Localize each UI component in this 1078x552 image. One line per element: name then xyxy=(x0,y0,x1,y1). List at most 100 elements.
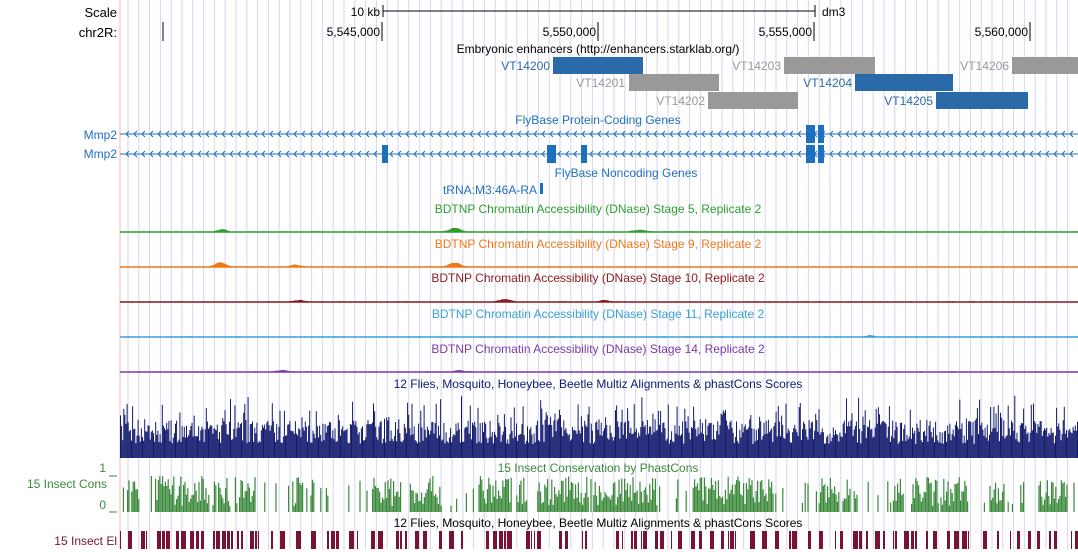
gene-label-mmp2-a[interactable]: Mmp2 xyxy=(84,128,118,142)
dnase-stage11-title: BDTNP Chromatin Accessibility (DNase) St… xyxy=(432,307,765,321)
strand-arrow-icon xyxy=(165,130,170,138)
strand-arrow-icon xyxy=(1069,150,1074,158)
gene-exon[interactable] xyxy=(818,125,824,143)
strand-arrow-icon xyxy=(661,130,666,138)
enhancer-label-vt14200[interactable]: VT14200 xyxy=(501,59,550,73)
conserved-elements-side-label[interactable]: 15 Insect El xyxy=(54,534,117,548)
dnase-stage9-signal xyxy=(120,262,1078,267)
strand-arrow-icon xyxy=(941,150,946,158)
strand-arrow-icon xyxy=(949,130,954,138)
strand-arrow-icon xyxy=(525,130,530,138)
strand-arrow-icon xyxy=(653,130,658,138)
trna-gene-feature[interactable] xyxy=(540,183,543,194)
strand-arrow-icon xyxy=(205,130,210,138)
enhancer-feature-vt14202[interactable] xyxy=(708,92,798,109)
strand-arrow-icon xyxy=(293,150,298,158)
strand-arrow-icon xyxy=(1037,150,1042,158)
enhancers-track[interactable]: Embryonic enhancers (http://enhancers.st… xyxy=(457,42,1078,109)
strand-arrow-icon xyxy=(701,130,706,138)
strand-arrow-icon xyxy=(605,130,610,138)
dnase-stage14-signal xyxy=(120,369,1078,372)
enhancer-label-vt14205[interactable]: VT14205 xyxy=(884,94,933,108)
strand-arrow-icon xyxy=(389,150,394,158)
dnase-stage10-track[interactable]: BDTNP Chromatin Accessibility (DNase) St… xyxy=(120,271,1078,303)
gene-exon[interactable] xyxy=(818,145,824,163)
dnase-stage14-title: BDTNP Chromatin Accessibility (DNase) St… xyxy=(431,342,765,356)
strand-arrow-icon xyxy=(853,150,858,158)
ruler-position: 5,555,000 xyxy=(759,25,813,39)
strand-arrow-icon xyxy=(725,130,730,138)
phastcons-track[interactable]: 15 Insect Conservation by PhastCons 15 I… xyxy=(27,461,1075,513)
phastcons-side-label[interactable]: 15 Insect Cons xyxy=(27,477,107,491)
strand-arrow-icon xyxy=(1021,150,1026,158)
strand-arrow-icon xyxy=(765,150,770,158)
strand-arrow-icon xyxy=(349,130,354,138)
enhancer-feature-vt14206[interactable] xyxy=(1012,57,1078,74)
strand-arrow-icon xyxy=(845,130,850,138)
strand-arrow-icon xyxy=(397,150,402,158)
noncoding-genes-track[interactable]: FlyBase Noncoding Genes tRNA:M3:46A-RA xyxy=(443,166,697,197)
ruler-position: 5,550,000 xyxy=(543,25,597,39)
protein-coding-genes-track[interactable]: FlyBase Protein-Coding Genes Mmp2 Mmp2 xyxy=(84,113,1078,163)
gene-exon[interactable] xyxy=(806,125,815,143)
enhancer-label-vt14203[interactable]: VT14203 xyxy=(732,59,781,73)
dnase-stage11-track[interactable]: BDTNP Chromatin Accessibility (DNase) St… xyxy=(120,307,1078,338)
strand-arrow-icon xyxy=(365,150,370,158)
strand-arrow-icon xyxy=(693,130,698,138)
dnase-stage10-signal xyxy=(120,298,1078,302)
strand-arrow-icon xyxy=(885,150,890,158)
strand-arrow-icon xyxy=(917,130,922,138)
noncoding-genes-track-title: FlyBase Noncoding Genes xyxy=(555,166,698,180)
strand-arrow-icon xyxy=(437,130,442,138)
dnase-stage14-track[interactable]: BDTNP Chromatin Accessibility (DNase) St… xyxy=(120,342,1078,373)
multiz-track[interactable]: 12 Flies, Mosquito, Honeybee, Beetle Mul… xyxy=(120,377,1078,458)
conserved-elements-track[interactable]: 12 Flies, Mosquito, Honeybee, Beetle Mul… xyxy=(54,516,1078,549)
strand-arrow-icon xyxy=(253,130,258,138)
gene-exon[interactable] xyxy=(806,145,815,163)
strand-arrow-icon xyxy=(445,130,450,138)
gene-label-mmp2-b[interactable]: Mmp2 xyxy=(84,147,118,161)
strand-arrow-icon xyxy=(573,150,578,158)
strand-arrow-icon xyxy=(429,150,434,158)
trna-gene-label[interactable]: tRNA:M3:46A-RA xyxy=(443,183,537,197)
strand-arrow-icon xyxy=(869,130,874,138)
enhancer-label-vt14201[interactable]: VT14201 xyxy=(576,76,625,90)
strand-arrow-icon xyxy=(477,130,482,138)
enhancer-feature-vt14205[interactable] xyxy=(936,92,1028,109)
gene-exon[interactable] xyxy=(547,145,556,163)
ruler-track[interactable]: Scale chr2R: 10 kb dm3 5,545,000 5,550,0… xyxy=(79,5,1031,41)
strand-arrow-icon xyxy=(1021,130,1026,138)
strand-arrow-icon xyxy=(1005,150,1010,158)
enhancer-feature-vt14204[interactable] xyxy=(855,74,953,91)
strand-arrow-icon xyxy=(789,150,794,158)
enhancer-label-vt14202[interactable]: VT14202 xyxy=(656,94,705,108)
strand-arrow-icon xyxy=(1045,150,1050,158)
strand-arrow-icon xyxy=(341,130,346,138)
strand-arrow-icon xyxy=(413,130,418,138)
gene-exon[interactable] xyxy=(581,145,587,163)
strand-arrow-icon xyxy=(325,150,330,158)
gene-model-mmp2-a[interactable] xyxy=(120,125,1078,143)
strand-arrow-icon xyxy=(933,130,938,138)
gene-exon[interactable] xyxy=(382,145,388,163)
enhancer-label-vt14204[interactable]: VT14204 xyxy=(803,76,852,90)
strand-arrow-icon xyxy=(685,130,690,138)
enhancer-feature-vt14201[interactable] xyxy=(629,74,719,91)
strand-arrow-icon xyxy=(613,130,618,138)
enhancer-feature-vt14203[interactable] xyxy=(784,57,875,74)
strand-arrow-icon xyxy=(501,150,506,158)
strand-arrow-icon xyxy=(781,130,786,138)
strand-arrow-icon xyxy=(1069,130,1074,138)
enhancer-feature-vt14200[interactable] xyxy=(553,57,643,74)
dnase-stage9-track[interactable]: BDTNP Chromatin Accessibility (DNase) St… xyxy=(120,237,1078,268)
strand-arrow-icon xyxy=(213,150,218,158)
strand-arrow-icon xyxy=(733,150,738,158)
strand-arrow-icon xyxy=(373,150,378,158)
strand-arrow-icon xyxy=(733,130,738,138)
dnase-stage5-track[interactable]: BDTNP Chromatin Accessibility (DNase) St… xyxy=(120,202,1078,233)
strand-arrow-icon xyxy=(605,150,610,158)
enhancer-label-vt14206[interactable]: VT14206 xyxy=(960,59,1009,73)
gene-model-mmp2-b[interactable] xyxy=(120,145,1078,163)
